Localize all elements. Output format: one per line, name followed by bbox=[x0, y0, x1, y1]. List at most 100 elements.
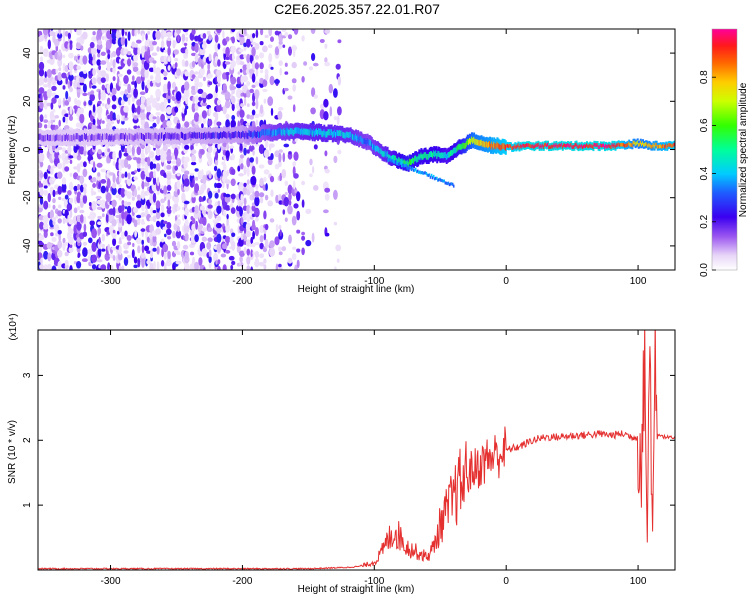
spectrogram-cell bbox=[112, 66, 116, 74]
spectrogram-cell bbox=[152, 122, 157, 128]
spectrogram-cell bbox=[57, 230, 62, 235]
spectrogram-cell bbox=[102, 152, 105, 157]
spectrogram-cell bbox=[255, 132, 258, 139]
spectrogram-cell bbox=[324, 43, 328, 49]
spectrogram-cell bbox=[406, 159, 409, 166]
spectrogram-cell bbox=[183, 156, 190, 163]
spectrogram-cell bbox=[245, 131, 248, 138]
spectrogram-cell bbox=[436, 176, 438, 180]
spectrogram-cell bbox=[100, 135, 103, 142]
spectrogram-cell bbox=[254, 227, 259, 237]
spectrogram-cell bbox=[281, 169, 287, 179]
spectrogram-cell bbox=[407, 161, 410, 168]
spectrogram-cell bbox=[375, 146, 377, 152]
spectrogram-cell bbox=[231, 232, 236, 238]
spectrogram-cell bbox=[225, 131, 228, 139]
spectrogram-cell bbox=[574, 143, 577, 147]
spectrogram-cell bbox=[101, 35, 105, 41]
spectrogram-cell bbox=[301, 127, 304, 134]
spectrogram-cell bbox=[185, 97, 189, 105]
spectrogram-cell bbox=[68, 155, 74, 159]
spectrogram-cell bbox=[419, 154, 422, 161]
spectrogram-cell bbox=[166, 154, 172, 162]
spectrogram-cell bbox=[224, 249, 231, 254]
spectrogram-cell bbox=[92, 212, 97, 218]
spectrogram-cell bbox=[52, 198, 56, 204]
spectrogram-cell bbox=[191, 74, 196, 80]
spectrogram-cell bbox=[133, 88, 139, 98]
spectrogram-cell bbox=[203, 267, 206, 270]
spectrogram-cell bbox=[397, 158, 400, 165]
spectrogram-cell bbox=[246, 89, 251, 98]
spectrogram-cell bbox=[430, 173, 433, 177]
spectrogram-cell bbox=[291, 253, 297, 261]
spectrogram-cell bbox=[277, 110, 283, 120]
spectrogram-cell bbox=[124, 171, 128, 178]
spectrogram-cell bbox=[267, 44, 273, 49]
spectrogram-cell bbox=[79, 184, 84, 193]
spectrogram-cell bbox=[284, 217, 288, 222]
spectrogram-cell bbox=[282, 129, 285, 136]
spectrogram-cell bbox=[515, 145, 518, 150]
spectrogram-cell bbox=[324, 61, 331, 67]
spectrogram-cell bbox=[137, 29, 141, 35]
spectrogram-cell bbox=[91, 254, 98, 263]
spectrogram-cell bbox=[202, 33, 207, 39]
spectrogram-cell bbox=[126, 177, 132, 187]
spectrogram-cell bbox=[50, 29, 54, 31]
spectrogram-cell bbox=[231, 114, 236, 121]
spectrogram-cell bbox=[485, 141, 488, 148]
spectrogram-cell bbox=[107, 148, 111, 153]
spectrogram-cell bbox=[82, 92, 88, 97]
spectrogram-cell bbox=[82, 31, 88, 40]
spectrogram-cell bbox=[119, 133, 122, 140]
spectrogram-cell bbox=[227, 131, 230, 138]
spectrogram-cell bbox=[243, 227, 247, 234]
spectrogram-cell bbox=[65, 114, 69, 125]
spectrogram-cell bbox=[152, 247, 157, 252]
spectrogram-cell bbox=[140, 132, 143, 140]
spectrogram-cell bbox=[111, 51, 117, 58]
spectrogram-cell bbox=[57, 134, 60, 141]
spectrogram-cell bbox=[454, 147, 457, 154]
spectrogram-cell bbox=[208, 172, 212, 179]
spectrogram-cell bbox=[239, 132, 241, 139]
spectrogram-cell bbox=[433, 177, 436, 181]
spectrogram-cell bbox=[191, 60, 196, 68]
spectrogram-cell bbox=[267, 158, 273, 166]
spectrogram-cell bbox=[109, 93, 114, 97]
spectrogram-cell bbox=[539, 144, 542, 148]
spectrogram-cell bbox=[88, 135, 90, 142]
spectrogram-cell bbox=[100, 185, 107, 194]
spectrogram-cell bbox=[246, 179, 250, 185]
spectrogram-cell bbox=[112, 206, 116, 217]
spectrogram-cell bbox=[269, 75, 275, 86]
spectrogram-cell bbox=[337, 149, 342, 155]
spectrogram-cell bbox=[139, 91, 146, 95]
spectrogram-cell bbox=[335, 63, 341, 70]
spectrogram-cell bbox=[607, 144, 609, 149]
spectrogram-cell bbox=[101, 213, 105, 218]
spectrogram-cell bbox=[665, 143, 668, 148]
spectrogram-cell bbox=[98, 227, 102, 235]
spectrogram-cell bbox=[91, 228, 97, 239]
spectrogram-cell bbox=[393, 160, 396, 164]
spectrogram-cell bbox=[49, 135, 51, 142]
spectrogram-cell bbox=[51, 216, 57, 222]
spectrogram-cell bbox=[301, 231, 305, 236]
spectrogram-cell bbox=[131, 134, 134, 141]
spectrogram-cell bbox=[54, 148, 60, 153]
spectrogram-cell bbox=[70, 134, 72, 142]
spectrogram-cell bbox=[664, 145, 666, 149]
spectrogram-cell bbox=[483, 141, 486, 148]
x-tick-label: -100 bbox=[364, 576, 384, 587]
spectrogram-cell bbox=[49, 226, 55, 230]
spectrogram-cell bbox=[171, 160, 177, 165]
spectrogram-cell bbox=[62, 237, 66, 244]
spectrogram-cell bbox=[666, 145, 669, 149]
spectrogram-cell bbox=[425, 153, 428, 160]
spectrogram-cell bbox=[95, 133, 98, 140]
spectrogram-cell bbox=[100, 77, 106, 83]
spectrogram-cell bbox=[140, 252, 146, 259]
spectrogram-cell bbox=[194, 132, 197, 139]
